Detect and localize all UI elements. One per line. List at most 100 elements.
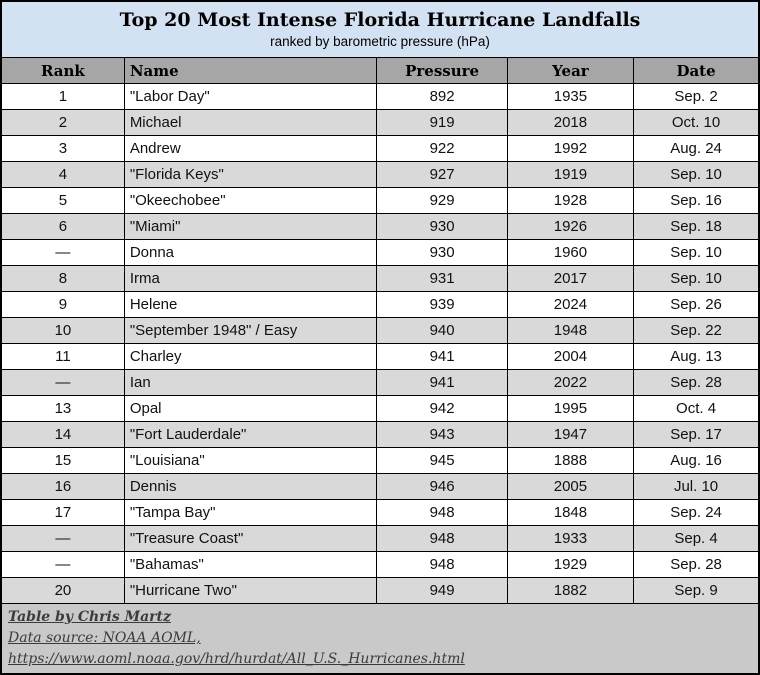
cell-name: Ian xyxy=(123,369,378,396)
cell-date: Sep. 10 xyxy=(633,265,760,292)
cell-rank: 11 xyxy=(0,343,125,370)
cell-rank: 13 xyxy=(0,395,125,422)
cell-pressure: 945 xyxy=(376,447,508,474)
cell-rank: 6 xyxy=(0,213,125,240)
cell-rank: 8 xyxy=(0,265,125,292)
cell-pressure: 929 xyxy=(376,187,508,214)
cell-rank: — xyxy=(0,551,125,578)
cell-year: 1935 xyxy=(506,83,635,110)
cell-pressure: 919 xyxy=(376,109,508,136)
table-row: 5 "Okeechobee" 929 1928 Sep. 16 xyxy=(0,187,760,214)
cell-rank: 16 xyxy=(0,473,125,500)
cell-pressure: 940 xyxy=(376,317,508,344)
cell-year: 1929 xyxy=(506,551,635,578)
cell-year: 2017 xyxy=(506,265,635,292)
title-row: Top 20 Most Intense Florida Hurricane La… xyxy=(0,0,760,58)
cell-year: 2005 xyxy=(506,473,635,500)
cell-pressure: 948 xyxy=(376,499,508,526)
cell-date: Aug. 13 xyxy=(633,343,760,370)
column-header-date: Date xyxy=(633,57,760,84)
table-row: — Ian 941 2022 Sep. 28 xyxy=(0,369,760,396)
cell-year: 2022 xyxy=(506,369,635,396)
cell-name: Donna xyxy=(123,239,378,266)
table-row: 8 Irma 931 2017 Sep. 10 xyxy=(0,265,760,292)
cell-pressure: 942 xyxy=(376,395,508,422)
table-row: 15 "Louisiana" 945 1888 Aug. 16 xyxy=(0,447,760,474)
cell-date: Sep. 10 xyxy=(633,239,760,266)
table-row: 20 "Hurricane Two" 949 1882 Sep. 9 xyxy=(0,577,760,604)
cell-name: Irma xyxy=(123,265,378,292)
table-row: 9 Helene 939 2024 Sep. 26 xyxy=(0,291,760,318)
cell-pressure: 930 xyxy=(376,213,508,240)
cell-name: "Labor Day" xyxy=(123,83,378,110)
table-row: 16 Dennis 946 2005 Jul. 10 xyxy=(0,473,760,500)
cell-name: "September 1948" / Easy xyxy=(123,317,378,344)
table-body: 1 "Labor Day" 892 1935 Sep. 2 2 Michael … xyxy=(0,83,760,604)
credit-line: Table by Chris Martz xyxy=(8,609,171,625)
cell-date: Sep. 10 xyxy=(633,161,760,188)
table-row: 14 "Fort Lauderdale" 943 1947 Sep. 17 xyxy=(0,421,760,448)
cell-rank: 14 xyxy=(0,421,125,448)
cell-pressure: 948 xyxy=(376,551,508,578)
cell-date: Oct. 10 xyxy=(633,109,760,136)
column-header-row: Rank Name Pressure Year Date xyxy=(0,57,760,84)
cell-year: 2004 xyxy=(506,343,635,370)
cell-name: "Florida Keys" xyxy=(123,161,378,188)
cell-name: "Treasure Coast" xyxy=(123,525,378,552)
cell-date: Sep. 9 xyxy=(633,577,760,604)
cell-rank: 1 xyxy=(0,83,125,110)
cell-pressure: 949 xyxy=(376,577,508,604)
cell-rank: 17 xyxy=(0,499,125,526)
table-subtitle: ranked by barometric pressure (hPa) xyxy=(270,34,490,49)
title-block: Top 20 Most Intense Florida Hurricane La… xyxy=(0,0,760,58)
cell-name: "Okeechobee" xyxy=(123,187,378,214)
cell-pressure: 892 xyxy=(376,83,508,110)
table-row: 6 "Miami" 930 1926 Sep. 18 xyxy=(0,213,760,240)
cell-date: Jul. 10 xyxy=(633,473,760,500)
table-row: 11 Charley 941 2004 Aug. 13 xyxy=(0,343,760,370)
cell-pressure: 931 xyxy=(376,265,508,292)
cell-rank: 2 xyxy=(0,109,125,136)
table-row: 13 Opal 942 1995 Oct. 4 xyxy=(0,395,760,422)
cell-date: Sep. 24 xyxy=(633,499,760,526)
cell-year: 1947 xyxy=(506,421,635,448)
cell-pressure: 946 xyxy=(376,473,508,500)
cell-name: "Fort Lauderdale" xyxy=(123,421,378,448)
cell-date: Sep. 2 xyxy=(633,83,760,110)
cell-date: Sep. 4 xyxy=(633,525,760,552)
cell-date: Sep. 28 xyxy=(633,551,760,578)
cell-date: Sep. 26 xyxy=(633,291,760,318)
cell-year: 1848 xyxy=(506,499,635,526)
cell-date: Sep. 16 xyxy=(633,187,760,214)
table-row: — "Bahamas" 948 1929 Sep. 28 xyxy=(0,551,760,578)
cell-name: "Miami" xyxy=(123,213,378,240)
cell-rank: 4 xyxy=(0,161,125,188)
cell-pressure: 941 xyxy=(376,369,508,396)
cell-date: Aug. 16 xyxy=(633,447,760,474)
table-row: 4 "Florida Keys" 927 1919 Sep. 10 xyxy=(0,161,760,188)
cell-name: Charley xyxy=(123,343,378,370)
cell-year: 2018 xyxy=(506,109,635,136)
table-row: 3 Andrew 922 1992 Aug. 24 xyxy=(0,135,760,162)
cell-name: Helene xyxy=(123,291,378,318)
table-footer: Table by Chris Martz Data source: NOAA A… xyxy=(0,603,760,675)
cell-pressure: 941 xyxy=(376,343,508,370)
cell-date: Aug. 24 xyxy=(633,135,760,162)
source-url[interactable]: https://www.aoml.noaa.gov/hrd/hurdat/All… xyxy=(8,651,465,667)
cell-name: Opal xyxy=(123,395,378,422)
cell-rank: — xyxy=(0,369,125,396)
cell-year: 1882 xyxy=(506,577,635,604)
cell-year: 1960 xyxy=(506,239,635,266)
data-source-line: Data source: NOAA AOML, xyxy=(8,630,201,646)
cell-pressure: 939 xyxy=(376,291,508,318)
cell-rank: 5 xyxy=(0,187,125,214)
cell-name: Michael xyxy=(123,109,378,136)
cell-year: 2024 xyxy=(506,291,635,318)
cell-year: 1919 xyxy=(506,161,635,188)
table-row: — "Treasure Coast" 948 1933 Sep. 4 xyxy=(0,525,760,552)
cell-year: 1933 xyxy=(506,525,635,552)
cell-year: 1992 xyxy=(506,135,635,162)
cell-rank: 3 xyxy=(0,135,125,162)
cell-date: Sep. 28 xyxy=(633,369,760,396)
